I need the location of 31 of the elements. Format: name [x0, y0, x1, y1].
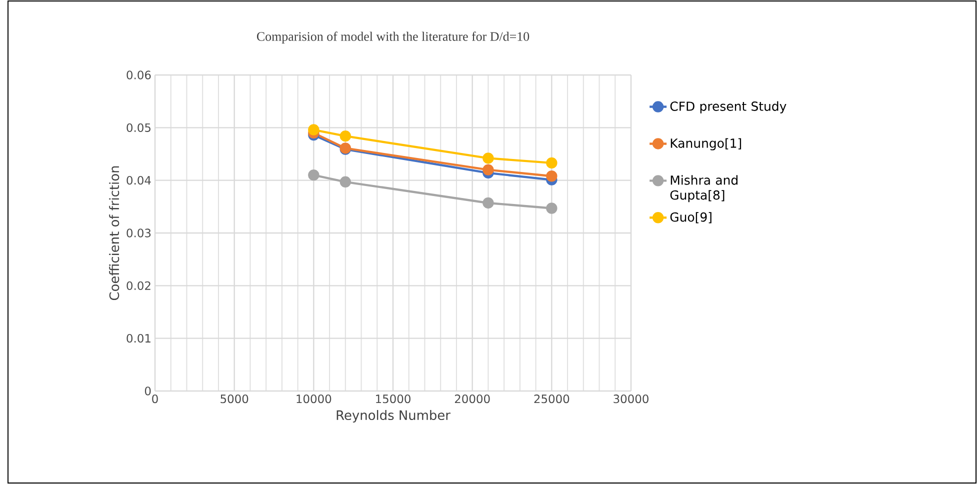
x-tick-label: 15000 [376, 394, 410, 404]
y-tick-label: 0.04 [126, 176, 151, 185]
x-tick-label: 0 [152, 394, 158, 404]
y-axis-title: Coefficient of friction [109, 166, 120, 300]
point [340, 130, 351, 142]
point [482, 197, 494, 209]
legend-label: Mishra and Gupta[8] [670, 175, 738, 202]
x-axis-title: Reynolds Number [336, 410, 450, 423]
y-tick-label: 0.06 [126, 70, 151, 80]
y-tick-label: 0.03 [126, 228, 151, 238]
point [482, 152, 494, 164]
legend-label: Kanungo[1] [670, 138, 742, 150]
y-tick-label: 0.01 [126, 334, 150, 343]
legend-label: Guo[9] [670, 212, 712, 224]
x-tick-label: 5000 [220, 394, 248, 404]
point [546, 170, 558, 182]
y-tick-label: 0.02 [126, 281, 150, 290]
x-tick-label: 30000 [614, 394, 648, 404]
x-tick-label: 10000 [296, 394, 332, 404]
point [308, 169, 320, 181]
chart-title: Comparision of model with the literature for D/d=10 [256, 32, 530, 44]
point [482, 164, 494, 176]
x-tick-label: 20000 [454, 394, 490, 404]
point [340, 176, 351, 188]
legend-label: CFD present Study [670, 101, 786, 114]
point [308, 124, 320, 136]
y-tick-label: 0.05 [126, 123, 150, 132]
point [546, 157, 558, 169]
point [546, 202, 558, 214]
x-tick-label: 25000 [534, 394, 570, 404]
y-tick-label: 0 [144, 386, 151, 396]
